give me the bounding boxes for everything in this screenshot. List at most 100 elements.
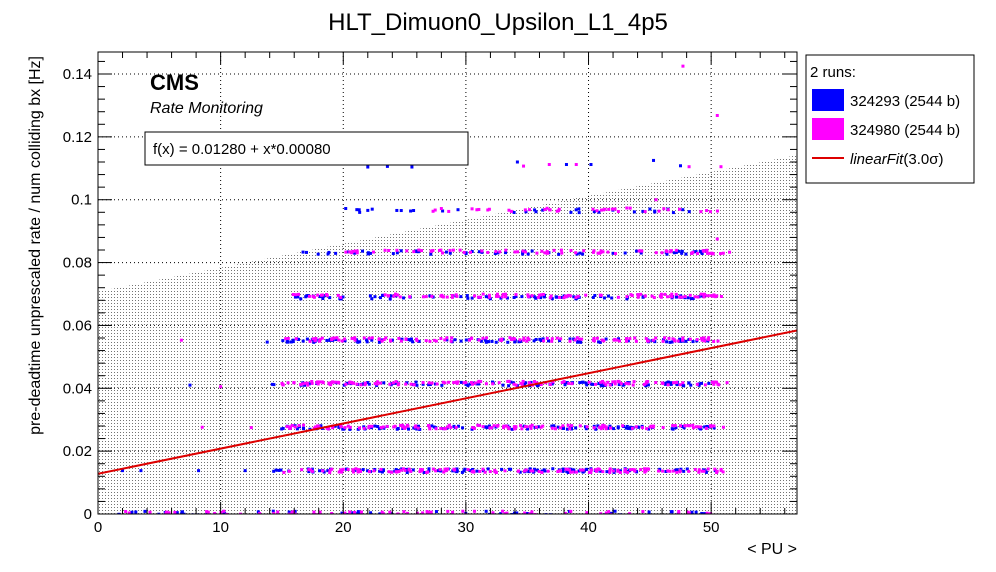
data-point-run-324980	[353, 510, 357, 514]
data-point-run-324980	[630, 426, 634, 430]
data-point-run-324293	[459, 339, 463, 343]
data-point-run-324980	[545, 206, 549, 210]
data-point-run-324980	[310, 469, 314, 473]
data-point-run-324293	[381, 468, 385, 472]
data-point-run-324980	[579, 468, 583, 472]
data-point-run-324980	[630, 294, 634, 298]
data-point-run-324980	[677, 510, 681, 514]
data-point-run-324980	[346, 468, 350, 472]
data-point-run-324980	[343, 426, 347, 430]
data-point-run-324293	[427, 467, 431, 471]
data-point-run-324980	[671, 469, 675, 473]
data-point-run-324293	[572, 295, 576, 299]
data-point-run-324293	[551, 467, 555, 471]
data-point-run-324980	[598, 425, 602, 429]
data-point-run-324980	[589, 468, 593, 472]
data-point-run-324980	[339, 424, 343, 428]
data-point-run-324293	[528, 467, 532, 471]
data-point-run-324980	[383, 293, 387, 297]
data-point-run-324980	[302, 423, 306, 427]
data-point-run-324980	[574, 295, 578, 299]
fit-function-box	[144, 131, 469, 166]
data-point-run-324980	[710, 251, 714, 255]
data-point-run-324293	[677, 249, 681, 253]
data-point-run-324980	[691, 426, 695, 430]
data-point-run-324980	[624, 381, 628, 385]
data-point-run-324980	[308, 339, 312, 343]
data-point-run-324980	[661, 382, 665, 386]
data-point-run-324293	[451, 469, 455, 473]
data-point-run-324980	[521, 249, 525, 253]
data-point-run-324980	[523, 425, 527, 429]
data-point-run-324293	[470, 250, 474, 254]
data-point-run-324293	[507, 384, 511, 388]
data-point-run-324980	[687, 165, 691, 169]
data-point-run-324980	[483, 470, 487, 474]
data-point-run-324293	[405, 470, 409, 474]
data-point-run-324293	[509, 380, 513, 384]
data-point-run-324980	[564, 467, 568, 471]
data-point-run-324980	[284, 337, 288, 341]
data-point-run-324980	[512, 336, 516, 340]
cms-label: CMS	[150, 70, 199, 95]
data-point-run-324980	[394, 293, 398, 297]
data-point-run-324293	[470, 427, 474, 431]
data-point-run-324980	[659, 292, 663, 296]
data-point-run-324980	[288, 426, 292, 430]
data-point-run-324980	[179, 338, 183, 342]
data-point-run-324980	[548, 208, 552, 212]
data-point-run-324980	[595, 209, 599, 213]
data-point-run-324980	[417, 248, 421, 252]
data-point-run-324980	[528, 208, 532, 212]
data-point-run-324293	[577, 211, 581, 215]
data-point-run-324980	[661, 469, 665, 473]
data-point-run-324293	[487, 424, 491, 428]
data-point-run-324980	[412, 250, 416, 254]
data-point-run-324293	[465, 294, 469, 298]
data-point-run-324293	[641, 209, 645, 213]
data-point-run-324980	[700, 337, 704, 341]
data-point-run-324980	[225, 512, 229, 514]
data-point-run-324980	[481, 336, 485, 340]
data-point-run-324293	[441, 209, 445, 213]
data-point-run-324293	[521, 252, 525, 256]
data-point-run-324980	[329, 383, 333, 387]
data-point-run-324293	[388, 297, 392, 301]
data-point-run-324980	[497, 381, 501, 385]
data-point-run-324293	[382, 381, 386, 385]
legend-swatch-run-324980	[812, 118, 844, 140]
data-point-run-324293	[541, 208, 545, 212]
data-point-run-324980	[616, 295, 620, 299]
data-point-run-324980	[481, 425, 485, 429]
data-point-run-324980	[681, 338, 685, 342]
data-point-run-324980	[395, 293, 399, 297]
data-point-run-324293	[378, 469, 382, 473]
data-point-run-324293	[646, 383, 650, 387]
data-point-run-324980	[601, 470, 605, 474]
data-point-run-324980	[573, 338, 577, 342]
data-point-run-324293	[681, 425, 685, 429]
data-point-run-324980	[484, 382, 488, 386]
legend-swatch-run-324293	[812, 89, 844, 111]
data-point-run-324293	[564, 163, 568, 167]
data-point-run-324980	[494, 470, 498, 474]
data-point-run-324980	[624, 339, 628, 343]
data-point-run-324980	[704, 426, 708, 430]
data-point-run-324980	[702, 295, 706, 299]
data-point-run-324293	[543, 469, 547, 473]
data-point-run-324293	[370, 207, 374, 211]
data-point-run-324980	[300, 468, 304, 472]
data-point-run-324980	[529, 469, 533, 473]
data-point-run-324980	[545, 336, 549, 340]
data-point-run-324293	[499, 512, 503, 514]
legend-label-linear-fit-tail: (3.0σ)	[903, 151, 943, 168]
data-point-run-324980	[512, 382, 516, 386]
data-point-run-324293	[197, 469, 201, 473]
data-point-run-324980	[495, 292, 499, 296]
data-point-run-324980	[308, 294, 312, 298]
data-point-run-324980	[287, 512, 291, 514]
data-point-run-324293	[691, 296, 695, 300]
data-point-run-324980	[276, 510, 280, 514]
data-point-run-324293	[592, 210, 596, 214]
data-point-run-324293	[490, 380, 494, 384]
